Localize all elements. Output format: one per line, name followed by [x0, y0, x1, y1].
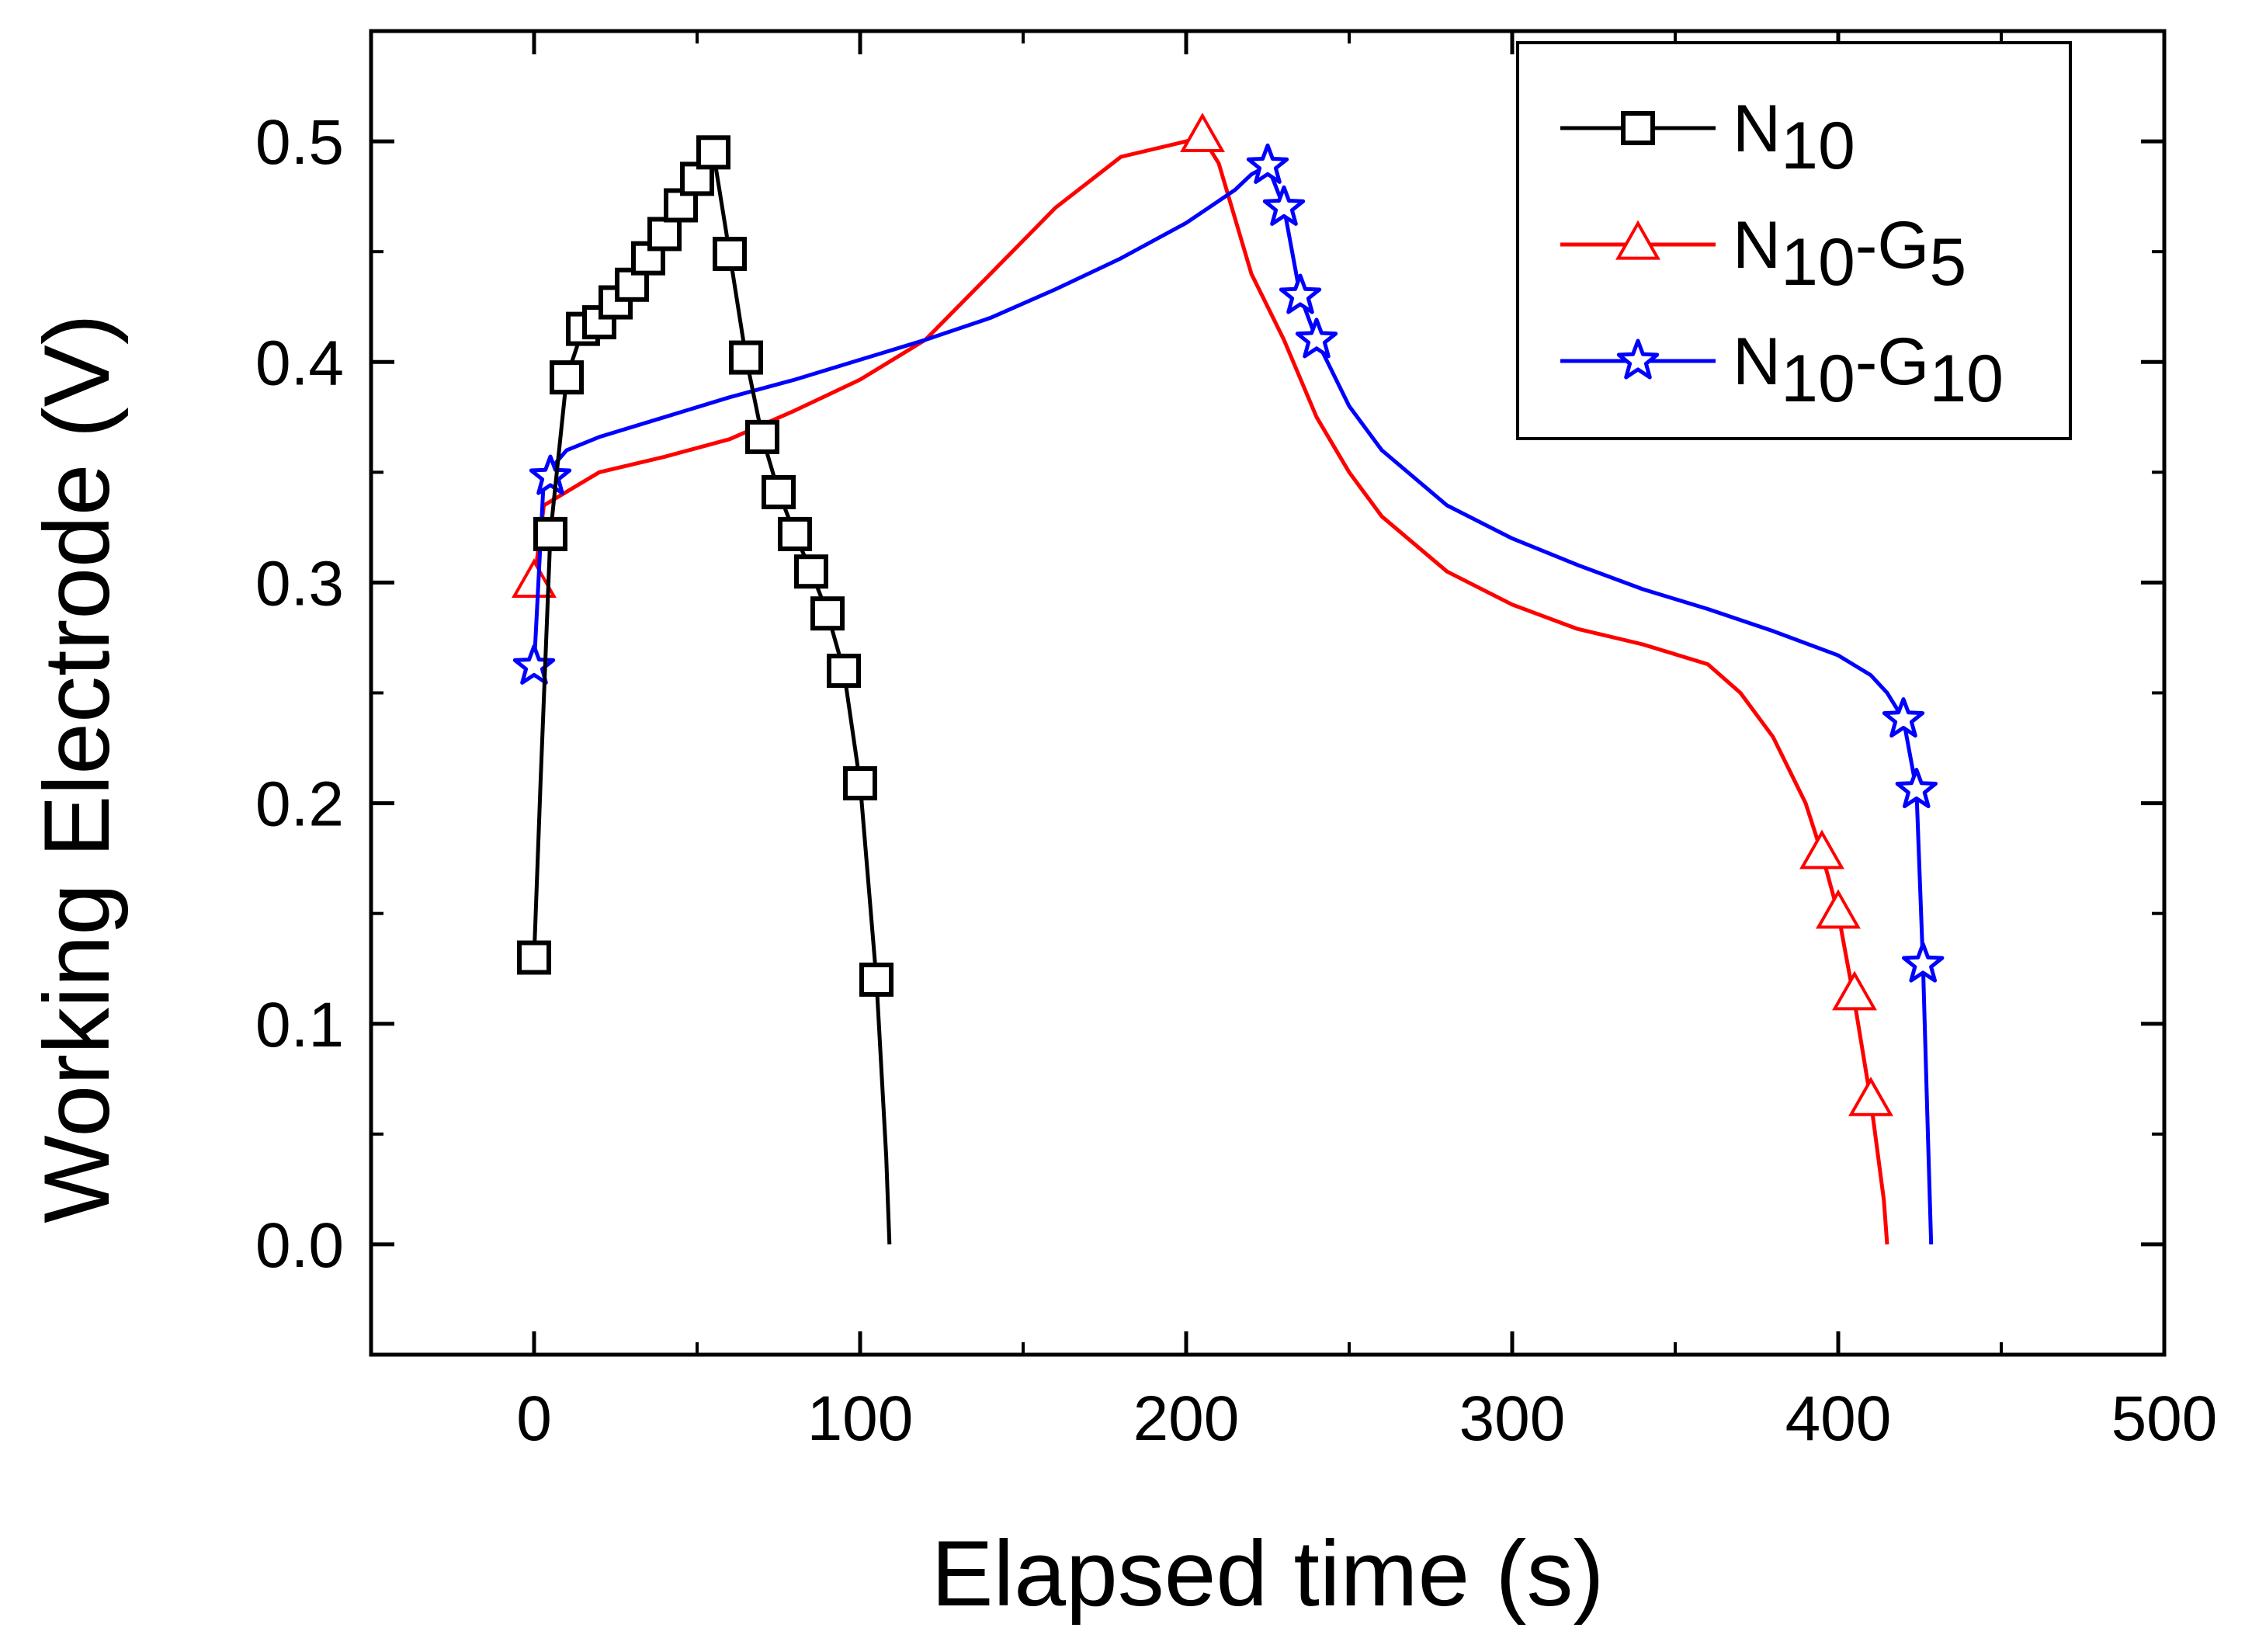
data-point-N10 [778, 516, 812, 551]
x-tick-label: 300 [1459, 1383, 1566, 1454]
data-point-N10 [550, 360, 584, 395]
y-tick-label: 0.0 [255, 1210, 344, 1281]
x-tick-label: 400 [1785, 1383, 1892, 1454]
data-point-N10-G5 [1848, 1076, 1893, 1116]
data-point-N10-G10 [512, 644, 556, 685]
y-tick-label: 0.4 [255, 328, 344, 398]
y-tick-label: 0.1 [255, 990, 344, 1060]
data-point-N10 [827, 654, 861, 689]
data-point-N10-G5 [1180, 113, 1225, 152]
legend-label-N10: N10 [1733, 92, 1855, 183]
series-line-N10-G5 [532, 134, 1889, 1245]
x-tick-label: 500 [2111, 1383, 2218, 1454]
data-point-N10 [745, 419, 779, 454]
data-point-N10-G5 [512, 558, 557, 599]
data-point-N10 [647, 217, 682, 252]
legend: N10 N10-G5 N10-G10 [1516, 41, 2072, 440]
data-point-N10-G5 [1816, 889, 1861, 929]
data-point-N10 [696, 135, 730, 170]
legend-marker-N10-G10 [1616, 338, 1660, 380]
x-axis-title: Elapsed time (s) [932, 1522, 1605, 1626]
data-point-N10-G10 [1262, 185, 1306, 226]
data-point-N10 [517, 940, 551, 975]
axis-ticks: 0 100 200 300 400 500 0.0 0.1 0.2 0.3 0.4 0.5 [255, 31, 2217, 1454]
data-point-N10-G10 [1295, 318, 1338, 359]
data-point-N10 [794, 554, 828, 589]
data-point-N10 [843, 766, 877, 801]
legend-marker-N10-G5 [1615, 220, 1660, 260]
data-point-N10-G10 [1246, 143, 1289, 184]
legend-label-N10-G5: N10-G5 [1733, 208, 1966, 300]
x-tick-label: 100 [807, 1383, 914, 1454]
legend-marker-N10 [1621, 111, 1655, 145]
data-point-N10-G10 [1895, 768, 1938, 809]
x-tick-label: 0 [516, 1383, 552, 1454]
data-point-N10-G10 [1882, 697, 1925, 738]
data-point-N10 [729, 340, 763, 375]
y-tick-label: 0.3 [255, 548, 344, 619]
y-tick-label: 0.5 [255, 107, 344, 178]
data-point-N10-G10 [1902, 942, 1945, 983]
x-tick-label: 200 [1133, 1383, 1240, 1454]
y-axis-title: Working Electrode (V) [25, 314, 129, 1223]
legend-label-N10-G10: N10-G10 [1733, 324, 2004, 416]
data-point-N10-G10 [529, 454, 572, 495]
data-point-N10-G5 [1832, 970, 1877, 1011]
data-point-N10 [713, 237, 747, 272]
plot-marks [512, 113, 1945, 1245]
data-point-N10 [859, 962, 893, 997]
data-point-N10 [810, 596, 845, 631]
legend-box [1516, 41, 2072, 440]
y-tick-label: 0.2 [255, 769, 344, 840]
data-point-N10 [533, 516, 567, 551]
data-point-N10-G5 [1799, 829, 1844, 869]
data-point-N10 [762, 474, 796, 509]
data-point-N10-G10 [1279, 273, 1322, 314]
